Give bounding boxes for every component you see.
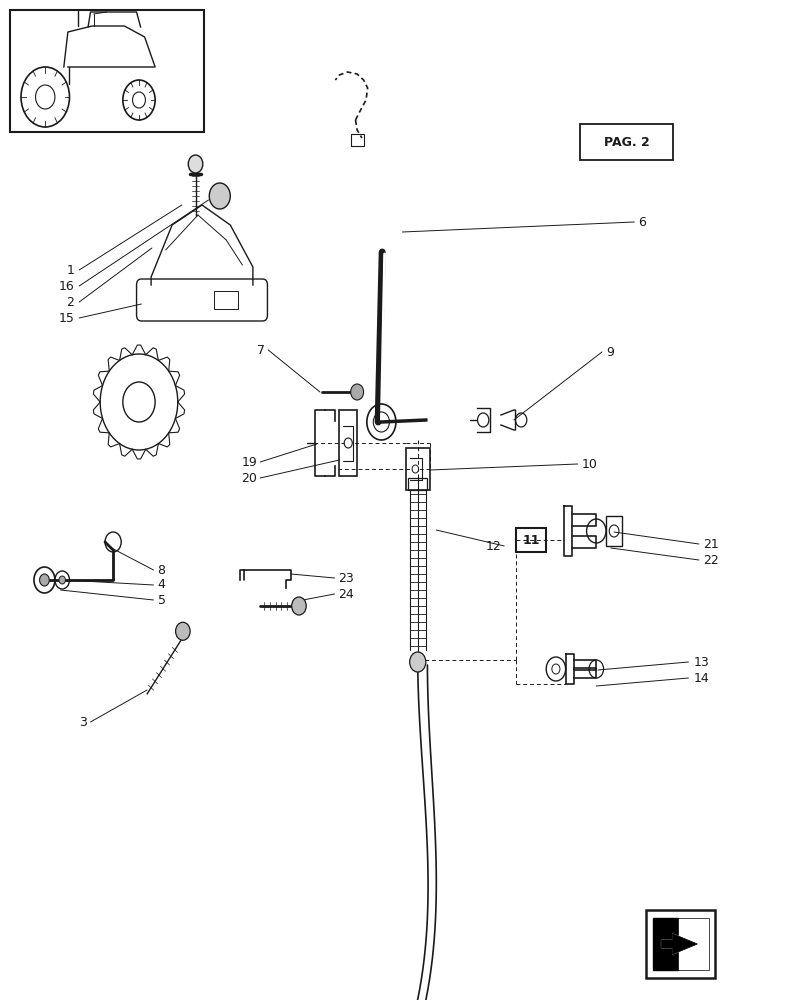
- Text: 8: 8: [158, 564, 166, 576]
- Bar: [214, 291, 238, 309]
- Bar: [408, 478, 427, 490]
- Text: 20: 20: [241, 472, 257, 485]
- Circle shape: [175, 622, 190, 640]
- Circle shape: [412, 465, 419, 473]
- Bar: [406, 448, 430, 490]
- Circle shape: [552, 664, 560, 674]
- Circle shape: [344, 438, 352, 448]
- Bar: [10, 10, 204, 132]
- Text: 7: 7: [257, 344, 265, 357]
- Text: 4: 4: [158, 578, 166, 591]
- Text: 10: 10: [582, 458, 598, 471]
- Bar: [580, 124, 673, 160]
- Circle shape: [59, 576, 65, 584]
- Text: 3: 3: [79, 716, 87, 728]
- Text: 13: 13: [693, 656, 709, 668]
- Bar: [339, 410, 357, 476]
- Text: 2: 2: [66, 296, 74, 308]
- Text: 15: 15: [58, 312, 74, 324]
- Bar: [653, 918, 678, 970]
- Text: 16: 16: [59, 279, 74, 292]
- Polygon shape: [678, 918, 709, 970]
- Text: 23: 23: [338, 572, 353, 584]
- Circle shape: [188, 155, 203, 173]
- Text: 1: 1: [66, 263, 74, 276]
- Circle shape: [410, 652, 426, 672]
- Text: 19: 19: [242, 456, 257, 468]
- Polygon shape: [661, 934, 697, 954]
- Text: 6: 6: [638, 216, 646, 229]
- Text: PAG. 2: PAG. 2: [604, 135, 650, 148]
- Text: 24: 24: [338, 587, 353, 600]
- Circle shape: [209, 183, 230, 209]
- Text: 22: 22: [703, 554, 718, 566]
- Circle shape: [292, 597, 306, 615]
- Circle shape: [351, 384, 364, 400]
- Bar: [646, 910, 715, 978]
- Text: 9: 9: [606, 346, 614, 359]
- Bar: [516, 528, 546, 552]
- Bar: [351, 134, 364, 146]
- Text: 5: 5: [158, 593, 166, 606]
- Text: 11: 11: [522, 534, 540, 546]
- Bar: [606, 516, 622, 546]
- Polygon shape: [661, 934, 697, 954]
- Text: 14: 14: [693, 672, 709, 684]
- Text: 12: 12: [486, 540, 501, 552]
- Text: 21: 21: [703, 538, 718, 550]
- Circle shape: [40, 574, 49, 586]
